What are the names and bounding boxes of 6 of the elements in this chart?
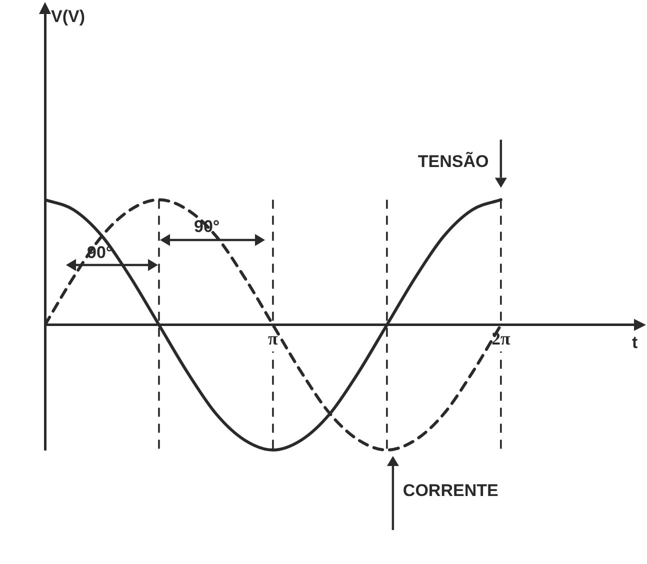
x-tick-label: 2π [491, 328, 510, 348]
legend-label: TENSÃO [418, 152, 489, 172]
series-label: CORRENTE [402, 480, 498, 500]
x-axis-title: t [632, 333, 638, 352]
text: V(V) [51, 6, 85, 26]
x-tick-label: π [268, 328, 278, 348]
